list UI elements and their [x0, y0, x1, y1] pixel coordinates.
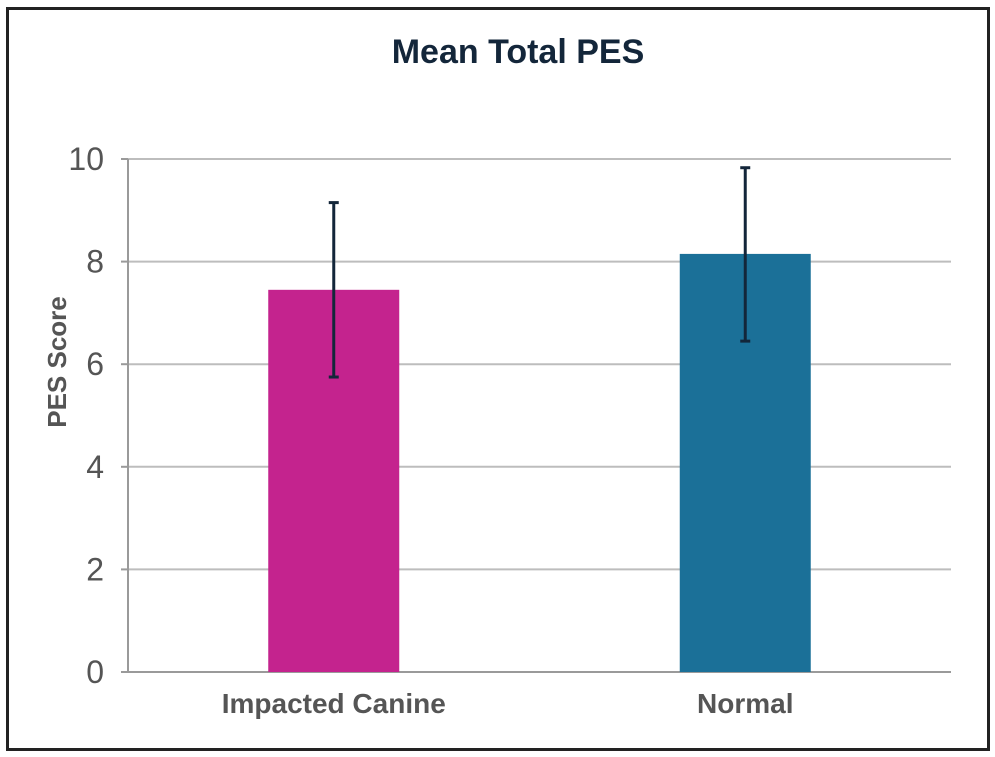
error-bars	[328, 166, 751, 379]
chart-frame	[6, 7, 990, 751]
chart-title: Mean Total PES	[392, 33, 645, 71]
y-tick-label: 4	[86, 449, 104, 485]
y-tick-label: 2	[86, 551, 104, 587]
bars	[268, 253, 811, 672]
category-label: Impacted Canine	[222, 688, 446, 719]
y-tick-label: 6	[86, 346, 104, 382]
y-tick-labels: 0 2 4 6 8 10	[68, 141, 104, 690]
y-axis-label: PES Score	[42, 296, 72, 428]
y-tick-label: 0	[86, 654, 104, 690]
gridlines	[121, 158, 951, 673]
category-labels: Impacted Canine Normal	[222, 688, 794, 719]
y-tick-label: 10	[68, 141, 104, 177]
y-tick-label: 8	[86, 244, 104, 280]
category-label: Normal	[697, 688, 793, 719]
